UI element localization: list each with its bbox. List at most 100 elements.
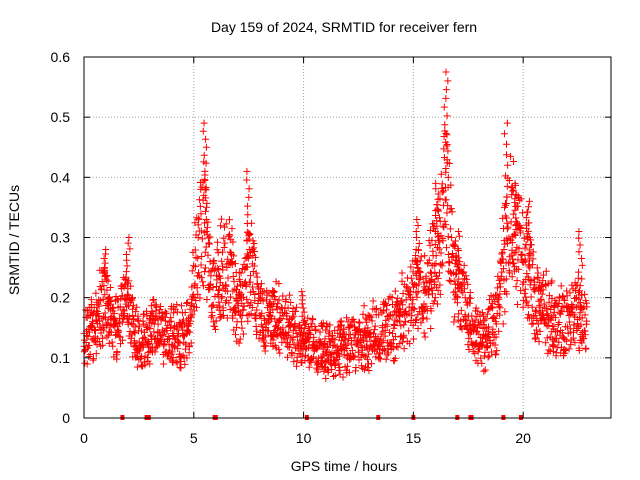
data-point [325, 366, 333, 374]
data-point [150, 295, 158, 303]
data-point [133, 303, 141, 311]
data-point [484, 343, 492, 351]
data-point [421, 289, 429, 297]
data-point [229, 314, 237, 322]
spike-point [578, 275, 586, 283]
data-point [217, 215, 225, 223]
data-point [326, 321, 334, 329]
data-point [291, 307, 299, 315]
data-point [524, 301, 532, 309]
spike-point [511, 206, 519, 214]
data-point [85, 342, 93, 350]
spike-point [202, 143, 210, 151]
data-point [523, 269, 531, 277]
data-point [229, 238, 237, 246]
data-point [119, 336, 127, 344]
spike-point [512, 218, 520, 226]
data-point [447, 205, 455, 213]
data-point [128, 294, 136, 302]
data-point [426, 226, 434, 234]
data-point [402, 283, 410, 291]
data-point [209, 265, 217, 273]
spike-point [412, 252, 420, 260]
spike-point [412, 227, 420, 235]
data-point [111, 316, 119, 324]
spike-point [501, 172, 509, 180]
data-point [381, 326, 389, 334]
data-point [410, 335, 418, 343]
y-tick-label: 0 [62, 410, 70, 426]
data-point [382, 316, 390, 324]
data-point [187, 313, 195, 321]
data-point [478, 359, 486, 367]
spike-point [442, 94, 450, 102]
data-point [370, 326, 378, 334]
data-point [325, 332, 333, 340]
data-point [203, 223, 211, 231]
data-point [223, 263, 231, 271]
data-point [496, 280, 504, 288]
data-point [153, 314, 161, 322]
spike-point [413, 215, 421, 223]
data-point [235, 339, 243, 347]
data-point [317, 362, 325, 370]
data-point [514, 301, 522, 309]
data-point [192, 303, 200, 311]
data-point [542, 267, 550, 275]
spike-point [522, 241, 530, 249]
data-point [552, 314, 560, 322]
data-point [446, 259, 454, 267]
data-point [530, 281, 538, 289]
spike-point [126, 245, 134, 253]
data-point [492, 350, 500, 358]
spike-point [455, 232, 463, 240]
data-point [480, 316, 488, 324]
data-point [198, 253, 206, 261]
data-point [218, 293, 226, 301]
spike-point [200, 151, 208, 159]
data-point [521, 285, 529, 293]
data-point [92, 289, 100, 297]
data-point [231, 309, 239, 317]
data-point [502, 275, 510, 283]
spike-point [124, 279, 132, 287]
data-point [104, 331, 112, 339]
data-point [463, 275, 471, 283]
data-point [328, 366, 336, 374]
data-point [103, 333, 111, 341]
data-point [376, 350, 384, 358]
data-point [529, 248, 537, 256]
data-point [491, 341, 499, 349]
spike-point [442, 129, 450, 137]
spike-point [413, 234, 421, 241]
spike-point [451, 237, 459, 245]
data-point [140, 358, 148, 366]
spike-point [298, 288, 306, 296]
data-point [419, 314, 427, 322]
data-point [190, 307, 198, 315]
data-point [521, 289, 529, 297]
data-point [185, 342, 193, 350]
spike-point [122, 268, 130, 276]
data-point [495, 295, 503, 303]
data-point [583, 317, 591, 325]
y-tick-label: 0.1 [51, 350, 71, 366]
data-point [239, 306, 247, 314]
spike-point [202, 135, 210, 143]
spike-point [512, 191, 520, 199]
data-point [427, 277, 435, 285]
data-point [520, 258, 528, 266]
data-point [457, 306, 465, 314]
data-point [447, 181, 455, 189]
data-point [202, 243, 210, 251]
data-point [216, 274, 224, 282]
data-point [574, 274, 582, 282]
spike-point [574, 268, 582, 276]
data-point [141, 361, 149, 369]
data-point [275, 280, 283, 288]
data-point [555, 299, 563, 307]
spike-point [452, 270, 460, 278]
data-point [379, 322, 387, 330]
data-point [313, 361, 321, 369]
data-point [531, 307, 539, 315]
